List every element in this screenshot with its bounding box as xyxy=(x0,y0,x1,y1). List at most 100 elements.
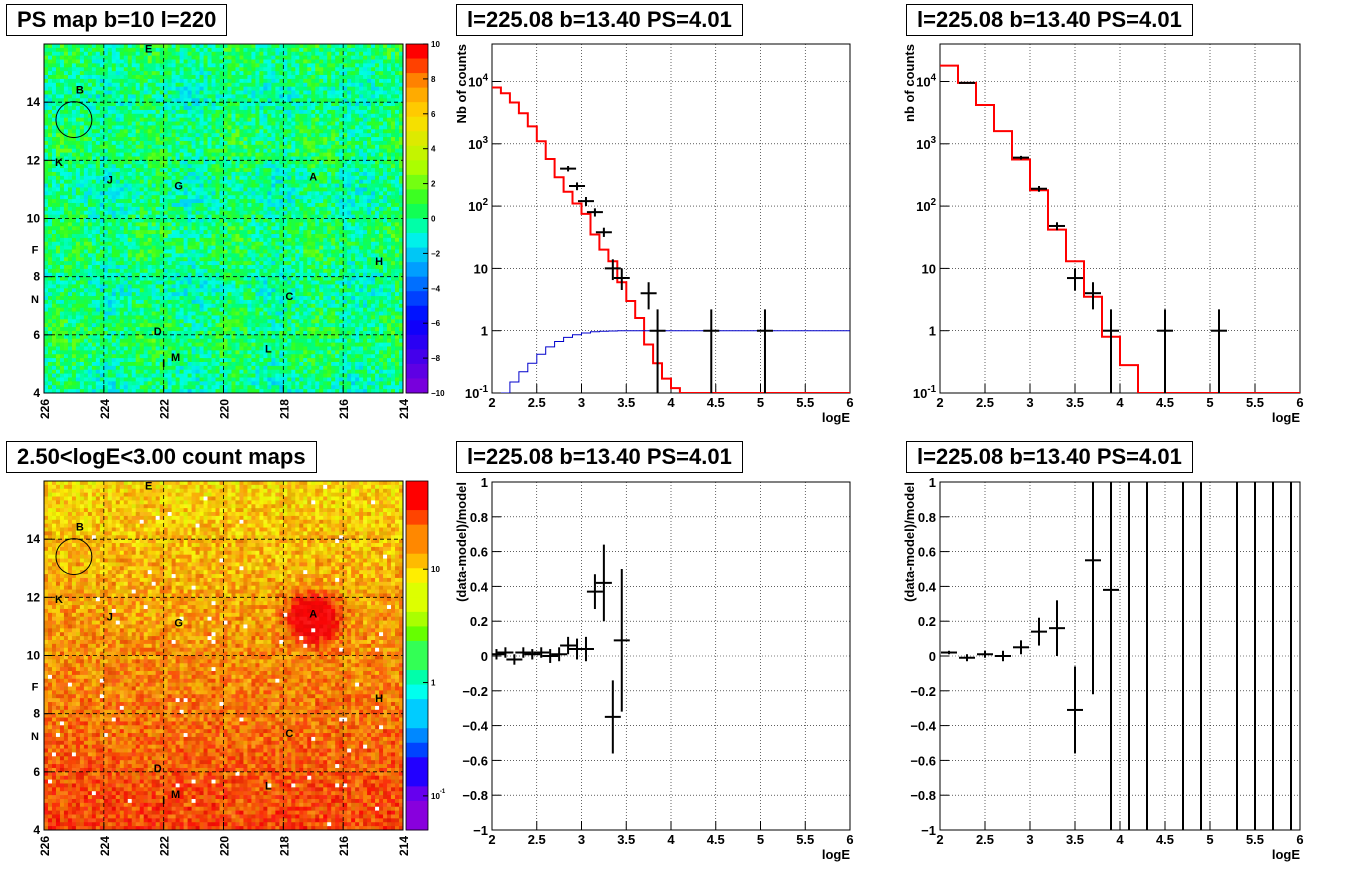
heatmap-cell xyxy=(107,234,113,239)
heatmap-cell xyxy=(243,303,248,309)
heatmap-cell xyxy=(239,296,244,301)
heatmap-cell xyxy=(67,354,73,359)
heatmap-cell xyxy=(83,350,89,355)
heatmap-cell xyxy=(211,164,216,169)
heatmap-cell xyxy=(199,63,204,68)
heatmap-cell xyxy=(223,245,228,250)
heatmap-cell xyxy=(191,160,196,165)
heatmap-cell xyxy=(251,67,256,72)
heatmap-cell xyxy=(223,292,228,297)
heatmap-cell xyxy=(95,94,101,99)
heatmap-cell xyxy=(135,288,141,293)
heatmap-cell xyxy=(183,187,188,192)
heatmap-cell xyxy=(75,361,81,367)
heatmap-cell xyxy=(103,113,109,119)
heatmap-cell xyxy=(44,222,49,227)
heatmap-cell xyxy=(203,55,208,60)
heatmap-cell xyxy=(83,168,89,173)
heatmap-cell xyxy=(155,288,161,293)
heatmap-cell xyxy=(235,63,240,68)
heatmap-cell xyxy=(127,226,133,231)
heatmap-cell xyxy=(243,117,248,122)
heatmap-cell xyxy=(83,121,89,126)
heatmap-cell xyxy=(115,288,121,293)
heatmap-cell xyxy=(199,361,204,367)
heatmap-cell xyxy=(111,195,117,200)
heatmap-cell xyxy=(187,319,192,324)
heatmap-cell xyxy=(55,361,61,367)
heatmap-cell xyxy=(111,202,117,208)
heatmap-cell xyxy=(187,292,192,297)
heatmap-cell xyxy=(59,140,65,146)
heatmap-cell xyxy=(47,296,53,301)
heatmap-cell xyxy=(191,168,196,173)
heatmap-cell xyxy=(127,90,133,95)
heatmap-cell xyxy=(87,183,93,188)
heatmap-cell xyxy=(223,140,228,146)
heatmap-cell xyxy=(251,249,256,254)
heatmap-cell xyxy=(83,245,89,250)
heatmap-cell xyxy=(67,214,73,219)
heatmap-cell xyxy=(255,265,260,270)
heatmap-cell xyxy=(203,47,208,53)
heatmap-cell xyxy=(219,98,224,103)
heatmap-cell xyxy=(159,330,165,336)
heatmap-cell xyxy=(255,214,260,219)
heatmap-cell xyxy=(107,94,113,99)
heatmap-cell xyxy=(83,102,89,107)
heatmap-cell xyxy=(115,292,121,297)
heatmap-cell xyxy=(87,55,93,60)
heatmap-cell xyxy=(239,125,244,130)
heatmap-cell xyxy=(87,102,93,107)
heatmap-cell xyxy=(259,148,264,153)
heatmap-cell xyxy=(51,183,57,188)
heatmap-cell xyxy=(147,315,153,320)
heatmap-cell xyxy=(83,261,89,266)
heatmap-cell xyxy=(83,90,89,95)
heatmap-cell xyxy=(131,137,137,142)
heatmap-cell xyxy=(195,113,200,119)
heatmap-cell xyxy=(143,338,149,343)
heatmap-cell xyxy=(183,377,188,382)
heatmap-cell xyxy=(111,296,117,301)
heatmap-cell xyxy=(131,51,137,57)
heatmap-cell xyxy=(127,140,133,146)
heatmap-cell xyxy=(151,98,157,103)
heatmap-cell xyxy=(67,140,73,146)
heatmap-cell xyxy=(175,144,181,150)
heatmap-cell xyxy=(67,315,73,320)
heatmap-cell xyxy=(107,140,113,146)
heatmap-cell xyxy=(207,183,212,188)
heatmap-cell xyxy=(219,109,224,115)
heatmap-cell xyxy=(243,257,248,262)
heatmap-cell xyxy=(103,265,109,270)
heatmap-cell xyxy=(171,265,177,270)
heatmap-cell xyxy=(107,346,113,351)
heatmap-cell xyxy=(243,160,248,165)
heatmap-cell xyxy=(127,152,133,157)
heatmap-cell xyxy=(139,377,145,382)
heatmap-cell xyxy=(44,365,49,371)
heatmap-cell xyxy=(247,307,252,312)
heatmap-cell xyxy=(47,330,53,336)
heatmap-cell xyxy=(87,257,93,262)
heatmap-cell xyxy=(167,330,173,336)
heatmap-cell xyxy=(219,47,224,53)
heatmap-cell xyxy=(44,327,49,332)
heatmap-cell xyxy=(91,75,97,80)
heatmap-cell xyxy=(195,296,200,301)
heatmap-cell xyxy=(231,377,236,382)
heatmap-cell xyxy=(155,265,161,270)
heatmap-cell xyxy=(151,288,157,293)
heatmap-cell xyxy=(187,338,192,343)
heatmap-cell xyxy=(111,330,117,336)
heatmap-cell xyxy=(47,67,53,72)
heatmap-cell xyxy=(159,234,165,239)
heatmap-cell xyxy=(87,44,93,49)
heatmap-cell xyxy=(83,113,89,119)
heatmap-cell xyxy=(99,377,105,382)
heatmap-cell xyxy=(167,102,173,107)
heatmap-cell xyxy=(151,140,157,146)
heatmap-cell xyxy=(95,67,101,72)
heatmap-cell xyxy=(47,245,53,250)
